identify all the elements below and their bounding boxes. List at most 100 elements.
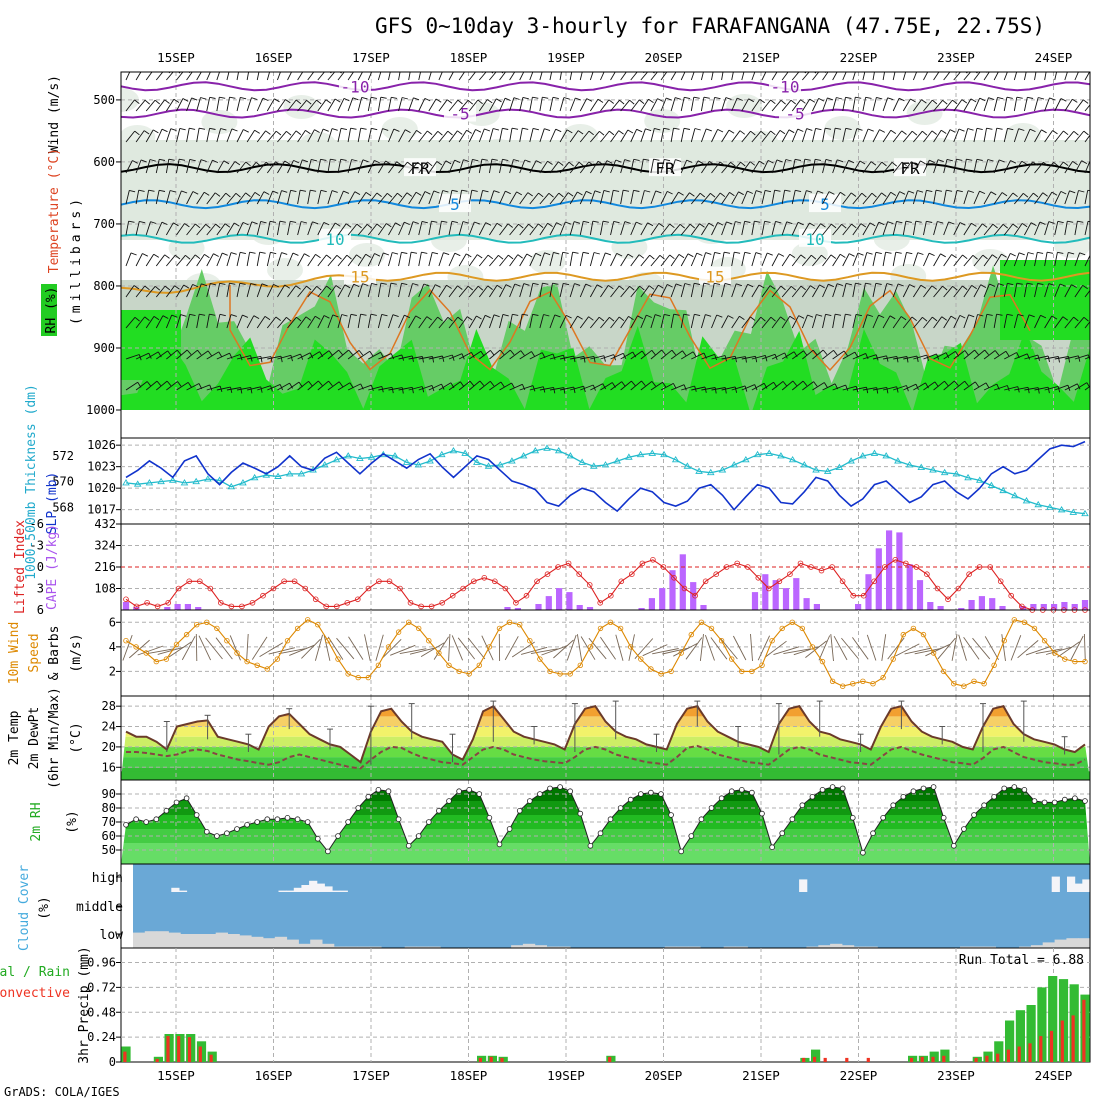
rh-marker xyxy=(587,842,594,849)
wind-barb-flag xyxy=(195,223,201,229)
cape-bar xyxy=(1051,604,1058,610)
wind-barb xyxy=(489,222,498,236)
cloud-low-block xyxy=(357,946,370,948)
date-label-bottom: 23SEP xyxy=(937,1068,975,1083)
wind-barb xyxy=(448,381,461,391)
cape-bar xyxy=(803,598,810,610)
wind-barb xyxy=(1013,128,1020,143)
wind-barb xyxy=(529,160,537,174)
wind-barb xyxy=(892,130,903,143)
li-marker xyxy=(513,599,519,606)
wind-barb xyxy=(993,224,1004,236)
wind-barb xyxy=(388,314,394,329)
wind-barb-flag xyxy=(785,159,792,162)
wind-barb-flag xyxy=(901,161,907,167)
wind-barb xyxy=(953,350,966,360)
wind-barb-flag xyxy=(245,192,251,197)
wind-barb xyxy=(176,255,186,267)
wind-barb xyxy=(125,285,135,298)
wind-barb xyxy=(196,159,202,174)
wind-barb xyxy=(438,99,448,112)
wind-barb xyxy=(166,72,174,81)
wind-barb xyxy=(236,386,251,391)
wind10-marker xyxy=(567,671,573,677)
isotherm-label: 5 xyxy=(820,195,830,214)
wind-barb xyxy=(943,286,953,298)
wind-barb xyxy=(721,252,725,267)
isotherm-label: 10 xyxy=(325,230,344,249)
wind-barb-flag xyxy=(392,252,399,255)
wind10-marker xyxy=(375,662,382,668)
wind-barb-flag xyxy=(330,158,337,161)
tick-label: 600 xyxy=(93,155,115,169)
wind-barb xyxy=(579,130,590,143)
thickness-marker xyxy=(531,446,540,454)
wind10-marker xyxy=(244,658,250,665)
wind-barb xyxy=(1044,72,1047,81)
wind-barb xyxy=(721,386,736,391)
isotherm-label-bg xyxy=(344,266,376,285)
wind-barb-flag xyxy=(915,220,922,223)
wind-barb xyxy=(953,128,960,143)
wind-barb xyxy=(499,191,506,205)
wind-barb-flag xyxy=(235,192,241,198)
thickness-marker xyxy=(671,455,680,463)
wind-barb xyxy=(176,382,189,391)
rh-marker xyxy=(809,793,816,800)
wind-barb-flag xyxy=(827,97,834,101)
wind-barb xyxy=(408,97,414,112)
wind-barb xyxy=(721,72,724,81)
wind-barb xyxy=(458,190,463,205)
wind-barb xyxy=(912,252,919,267)
tick-label: 0.72 xyxy=(87,980,116,994)
wind-barb xyxy=(902,72,907,81)
wind-barb-flag xyxy=(532,385,536,392)
precip-label: 3hr Precip (mm) xyxy=(77,946,92,1063)
wind-barb xyxy=(266,284,274,298)
wind-barb xyxy=(731,316,740,329)
precip-conv-bar xyxy=(931,1056,935,1062)
rh-marker xyxy=(779,830,785,836)
wind-barb-flag xyxy=(800,99,806,104)
wind10-barb xyxy=(259,642,284,657)
rh-marker xyxy=(133,816,139,822)
wind-barb xyxy=(943,129,951,143)
wind-barb xyxy=(287,72,293,81)
wind-barb xyxy=(266,130,277,143)
wind-barb xyxy=(600,285,609,298)
wind-barb xyxy=(135,381,148,391)
wind-barb-flag xyxy=(684,96,691,100)
wind-barb-flag xyxy=(487,99,493,104)
wind-barb-flag xyxy=(1069,190,1076,194)
wind-barb-flag xyxy=(535,252,542,257)
wind-barb xyxy=(801,222,810,236)
wind10-marker xyxy=(395,629,402,635)
wind-barb-flag xyxy=(387,192,393,198)
wind-barb xyxy=(509,128,513,143)
upper-wind-label: Wind (m/s) xyxy=(47,75,62,153)
wind-barb xyxy=(852,97,856,112)
wind-barb xyxy=(226,72,230,81)
cape-bars xyxy=(122,530,1089,610)
wind-barb xyxy=(468,72,477,81)
wind-barb-flag xyxy=(825,158,832,162)
wind-barb-flag xyxy=(552,96,559,100)
wind-barb-flag xyxy=(622,353,627,359)
wind10-barb xyxy=(301,638,321,659)
wind-barb xyxy=(135,190,140,205)
wind-barb-flag xyxy=(790,99,796,105)
wind-barb xyxy=(1054,98,1062,112)
wind-barb-flag xyxy=(705,314,712,317)
wind-barb-flag xyxy=(153,253,160,258)
wind-barb xyxy=(226,97,230,112)
wind-barb xyxy=(973,128,978,143)
wind-barb-flag xyxy=(240,251,246,255)
precip-conv-bar xyxy=(478,1057,482,1062)
wind-barb-flag xyxy=(659,254,665,260)
wind-barb xyxy=(1064,131,1075,143)
wind-barb-flag xyxy=(334,98,341,103)
wind-barb-flag xyxy=(281,252,288,255)
thickness-marker xyxy=(823,467,832,474)
thickness-marker xyxy=(1046,503,1054,510)
